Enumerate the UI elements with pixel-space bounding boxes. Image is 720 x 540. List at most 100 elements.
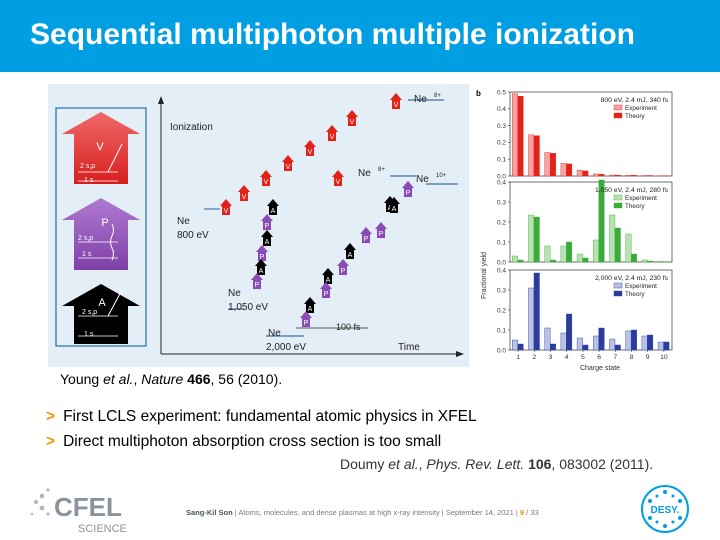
bar-experiment bbox=[641, 335, 648, 351]
legend-p-letter: P bbox=[101, 217, 108, 229]
photon-arrows: VVVVVVVVVAPAPAPAPPAPAPAPPA bbox=[220, 93, 414, 327]
cfel-logo: CFEL SCIENCE bbox=[30, 488, 127, 535]
ne10-label: Ne bbox=[416, 174, 429, 185]
bar-experiment bbox=[528, 214, 535, 263]
y-tick-label: 0.2 bbox=[497, 140, 506, 147]
bar-theory bbox=[517, 95, 524, 177]
photon-arrow-a: A bbox=[304, 297, 316, 313]
photon-arrow-a: A bbox=[255, 259, 267, 275]
y-tick-label: 0.1 bbox=[497, 327, 506, 334]
bar-theory bbox=[549, 153, 556, 177]
x-tick-label: 4 bbox=[565, 354, 569, 361]
bar-experiment bbox=[576, 253, 583, 263]
legend-swatch bbox=[613, 104, 623, 111]
footer-text: Sang-Kil Son | Atoms, molecules, and den… bbox=[186, 508, 539, 517]
bullet-1-text: First LCLS experiment: fundamental atomi… bbox=[63, 408, 477, 425]
ionization-label: Ionization bbox=[170, 122, 213, 133]
bar-theory bbox=[549, 259, 556, 263]
bar-experiment bbox=[560, 245, 567, 263]
photon-arrow-v: V bbox=[238, 185, 250, 201]
bar-theory bbox=[517, 343, 524, 351]
bar-theory bbox=[582, 257, 589, 263]
level-lines bbox=[204, 99, 458, 337]
citation-doumy: Doumy et al., Phys. Rev. Lett. 106, 0830… bbox=[340, 456, 654, 472]
footer-total: / 33 bbox=[524, 508, 539, 517]
slide-title: Sequential multiphoton multiple ionizati… bbox=[30, 18, 635, 51]
bar-experiment bbox=[657, 341, 664, 351]
legend-entry: Theory bbox=[625, 203, 645, 210]
ne8-mid-sup: 8+ bbox=[378, 167, 385, 173]
photon-arrow-letter: V bbox=[394, 102, 399, 109]
bar-experiment bbox=[593, 173, 599, 177]
photon-arrow-a: A bbox=[388, 197, 400, 213]
photon-arrow-v: V bbox=[282, 155, 294, 171]
bar-experiment bbox=[576, 337, 583, 351]
ne-2000-label: Ne bbox=[268, 328, 281, 339]
bar-theory bbox=[663, 341, 670, 351]
legend-a-1s: 1 s bbox=[84, 331, 94, 338]
ne-2000-energy: 2,000 eV bbox=[266, 342, 306, 353]
desy-logo: DESY. bbox=[641, 485, 689, 533]
bullet-arrow-icon: > bbox=[46, 433, 56, 450]
bar-experiment bbox=[528, 287, 535, 351]
bar-theory bbox=[630, 329, 637, 351]
bar-theory bbox=[647, 175, 654, 177]
x-tick-label: 9 bbox=[646, 354, 650, 361]
fractional-yield-chart: b Fractional yield Charge state 0.00.10.… bbox=[476, 89, 673, 372]
bar-theory bbox=[630, 253, 637, 263]
x-tick-label: 6 bbox=[597, 354, 601, 361]
bar-theory bbox=[582, 170, 589, 177]
x-tick-label: 5 bbox=[581, 354, 585, 361]
photon-arrow-p: P bbox=[261, 214, 273, 230]
desy-logo-text: DESY. bbox=[651, 505, 680, 516]
y-tick-label: 0.1 bbox=[497, 239, 506, 246]
bar-theory bbox=[630, 175, 637, 177]
bar-experiment bbox=[512, 93, 518, 177]
cfel-logo-sub: SCIENCE bbox=[78, 523, 127, 535]
chart-panel-2: 0.0 0.1 0.2 0.3 0.4 1,050 eV, 2.4 mJ, 280 fsE… bbox=[497, 179, 673, 266]
bar-experiment bbox=[544, 327, 551, 351]
photon-arrow-p: P bbox=[402, 181, 414, 197]
bar-theory bbox=[647, 334, 654, 351]
legend-entry: Theory bbox=[625, 113, 645, 120]
bar-experiment bbox=[625, 175, 632, 177]
interval-label: 100 fs bbox=[336, 322, 361, 332]
photon-arrow-a: A bbox=[344, 243, 356, 259]
legend-entry: Experiment bbox=[625, 195, 657, 202]
photon-arrow-v: V bbox=[346, 110, 358, 126]
y-tick-label: 0.1 bbox=[497, 157, 506, 164]
x-tick-label: 10 bbox=[660, 354, 668, 361]
y-tick-label: 0.0 bbox=[497, 259, 506, 266]
photon-arrow-letter: V bbox=[224, 208, 229, 215]
photon-arrow-letter: V bbox=[350, 119, 355, 126]
y-tick-label: 0.3 bbox=[497, 287, 506, 294]
photon-arrow-letter: P bbox=[324, 291, 329, 298]
y-tick-label: 0.5 bbox=[497, 89, 506, 96]
bar-theory bbox=[533, 135, 540, 177]
photon-arrow-v: V bbox=[220, 199, 232, 215]
legend-p-arrow: P 2 s,p 1 s bbox=[62, 198, 140, 270]
bar-experiment bbox=[625, 330, 632, 351]
x-tick-label: 7 bbox=[613, 354, 617, 361]
y-tick-label: 0.0 bbox=[497, 173, 506, 180]
legend-p-2sp: 2 s,p bbox=[78, 235, 93, 242]
bar-experiment bbox=[609, 338, 616, 351]
chart-panel-title: 800 eV, 2.4 mJ, 340 fs bbox=[601, 97, 669, 104]
bar-theory bbox=[582, 344, 589, 351]
bar-experiment bbox=[609, 174, 616, 177]
photon-arrow-v: V bbox=[304, 140, 316, 156]
photon-arrow-letter: P bbox=[304, 320, 309, 327]
legend-box bbox=[55, 107, 147, 347]
legend-swatch bbox=[613, 282, 623, 289]
photon-arrow-p: P bbox=[251, 273, 263, 289]
legend-a-2sp: 2 s,p bbox=[82, 309, 97, 316]
bullet-arrow-icon: > bbox=[46, 408, 56, 425]
young-etal: et al. bbox=[99, 371, 134, 387]
bar-experiment bbox=[625, 233, 632, 263]
legend-swatch bbox=[613, 290, 623, 297]
photon-arrow-a: A bbox=[267, 199, 279, 215]
legend-entry: Experiment bbox=[625, 105, 657, 112]
legend-entry: Experiment bbox=[625, 283, 657, 290]
y-tick-label: 0.4 bbox=[497, 267, 506, 274]
bar-theory bbox=[549, 343, 556, 351]
